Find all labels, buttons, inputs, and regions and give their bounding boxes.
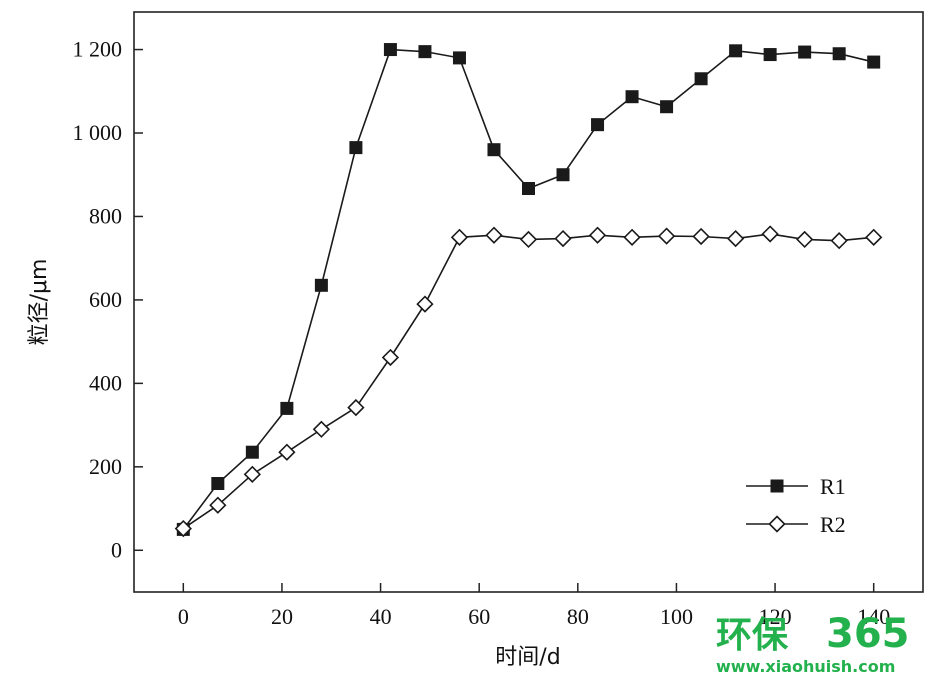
series-layer [174,43,883,538]
data-point-r2 [588,226,607,244]
data-point-r2 [726,229,745,248]
legend-label-r2: R2 [820,512,846,537]
y-tick-label: 800 [89,203,122,228]
data-point-r2 [554,229,572,248]
data-point-r1 [349,141,363,155]
x-tick-label: 0 [178,604,189,629]
y-tick-label: 1 200 [73,37,123,62]
data-point-r2 [865,228,883,246]
data-point-r2 [243,465,261,483]
data-point-r2 [692,227,710,246]
watermark-number: 365 [826,611,910,657]
y-axis-label: 粒径/μm [27,259,52,346]
x-tick-label: 120 [759,604,792,629]
data-point-r2 [278,443,296,461]
y-tick-label: 1 000 [73,120,123,145]
data-point-r2 [209,496,227,514]
data-point-r1 [280,401,294,415]
data-point-r1 [798,45,812,59]
watermark-url: www.xiaohuish.com [716,657,895,676]
series-r1 [176,43,881,536]
data-point-r1 [211,477,225,491]
series-line-r2 [182,233,874,530]
plot-frame [133,11,924,593]
legend-marker-r1 [770,479,784,493]
x-tick-label: 60 [468,604,490,629]
data-point-r1 [867,55,881,69]
data-point-r2 [623,228,641,246]
legend-label-r1: R1 [820,474,846,499]
data-point-r1 [522,182,535,196]
data-point-r1 [487,143,501,157]
x-tick-label: 140 [857,604,890,629]
data-point-r2 [174,519,192,538]
data-point-r1 [694,72,708,86]
data-point-r1 [660,100,674,114]
data-point-r2 [830,232,848,250]
series-r2 [174,225,883,538]
data-point-r2 [347,398,365,417]
data-point-r1 [314,278,328,292]
data-point-r1 [418,45,432,59]
data-point-r1 [625,90,639,104]
data-point-r2 [519,230,538,249]
data-point-r1 [245,445,259,459]
data-point-r1 [383,43,397,57]
data-point-r1 [591,118,605,132]
data-point-r2 [416,295,434,313]
x-tick-label: 40 [370,604,392,629]
data-point-r2 [381,348,400,367]
y-tick-label: 400 [89,370,122,395]
data-point-r1 [556,168,570,182]
x-tick-label: 100 [660,604,693,629]
watermark: 环保 365 www.xiaohuish.com [716,611,910,676]
y-tick-label: 0 [111,537,122,562]
y-axis: 0 200 400 600 800 1 000 1 200 [73,37,143,562]
data-point-r2 [485,226,503,244]
x-axis: 0 20 40 60 80 100 120 140 [178,583,890,629]
data-point-r1 [763,48,777,62]
x-tick-label: 80 [567,604,589,629]
data-point-r1 [832,47,846,61]
y-tick-label: 200 [89,454,122,479]
x-axis-label: 时间/d [495,645,560,670]
legend-marker-r2 [768,515,786,533]
data-point-r2 [796,230,814,249]
x-tick-label: 20 [271,604,293,629]
y-tick-label: 600 [89,287,122,312]
data-point-r2 [312,420,331,438]
data-point-r2 [450,228,469,246]
data-point-r1 [729,44,743,58]
data-point-r1 [452,51,466,65]
legend: R1 R2 [746,474,846,537]
data-point-r2 [657,227,676,245]
watermark-brand: 环保 [716,615,789,656]
data-point-r2 [761,225,779,243]
